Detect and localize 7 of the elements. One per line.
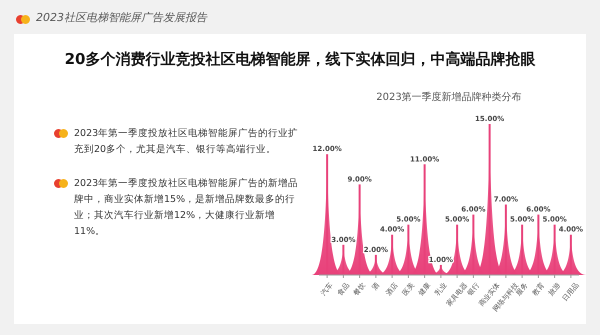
chart-subtitle: 2023第一季度新增品牌种类分布 [375,90,523,104]
text: 2023社区电梯智能屏广告发展报告 [36,10,207,25]
bar [440,264,442,275]
text: 2023年第一季度投放社区电梯智能屏广告的新增品牌中，商业实体新增15%，是新增品牌数最多的行业；其次汽车行业新增12%，大健康行业新增11%。 [74,177,300,239]
text: 2023年第一季度投放社区电梯智能屏广告的行业扩充到20多个，尤其是汽车、银行等高端行业。 [74,127,300,157]
bar [374,254,377,275]
chart-title: 20多个消费行业竞投社区电梯智能屏，线下实体回归，中高端品牌抢眼 [64,50,536,69]
